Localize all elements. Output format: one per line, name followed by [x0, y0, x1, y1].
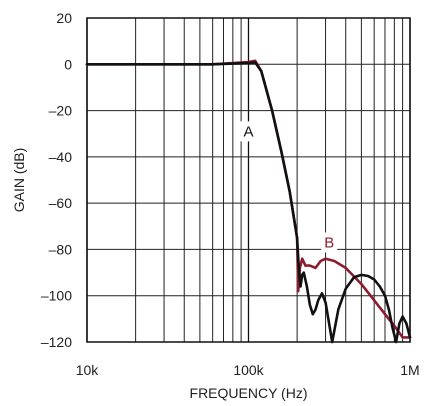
- y-tick-labels: 20 0 –20 –40 –60 –80 –100 –120: [41, 10, 72, 350]
- y-tick-label: –40: [49, 149, 73, 165]
- y-axis-title: GAIN (dB): [11, 148, 27, 213]
- annotations-layer: AB: [240, 121, 338, 253]
- x-tick-labels: 10k 100k 1M: [76, 362, 420, 378]
- x-tick-label: 1M: [400, 362, 419, 378]
- y-tick-label: –20: [49, 103, 73, 119]
- plot-frame: [86, 17, 411, 343]
- x-axis-title: FREQUENCY (Hz): [190, 385, 308, 401]
- annotation-bg: [321, 232, 338, 253]
- annotation-label-a: A: [243, 123, 253, 140]
- y-tick-label: 20: [56, 10, 72, 26]
- y-tick-label: –80: [49, 241, 73, 257]
- annotation-bg: [240, 121, 257, 142]
- annotation-label-b: B: [324, 234, 334, 251]
- y-tick-label: 0: [64, 56, 72, 72]
- y-tick-label: –60: [49, 195, 73, 211]
- series-line-a: [85, 61, 412, 344]
- x-tick-label: 100k: [233, 362, 264, 378]
- series-layer: [85, 59, 412, 344]
- y-tick-label: –100: [41, 288, 72, 304]
- x-tick-label: 10k: [76, 362, 100, 378]
- y-tick-label: –120: [41, 334, 72, 350]
- grid-lines: [86, 17, 411, 343]
